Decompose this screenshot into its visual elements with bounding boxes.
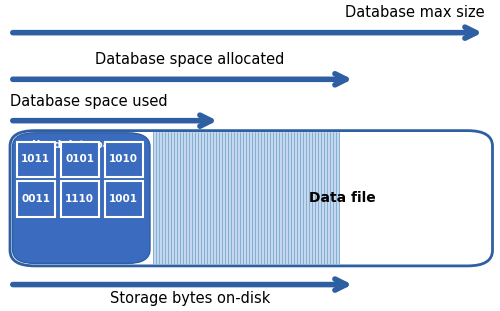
FancyBboxPatch shape [12, 133, 150, 263]
Text: 1001: 1001 [109, 194, 138, 204]
Text: Storage bytes on-disk: Storage bytes on-disk [110, 291, 270, 306]
Text: Data file: Data file [309, 191, 376, 206]
FancyBboxPatch shape [152, 132, 340, 264]
Text: Database max size: Database max size [346, 5, 485, 20]
Text: 1010: 1010 [109, 154, 138, 165]
Text: 1011: 1011 [21, 154, 50, 165]
FancyBboxPatch shape [104, 142, 142, 177]
Text: 0101: 0101 [65, 154, 94, 165]
Text: 0011: 0011 [21, 194, 50, 204]
FancyBboxPatch shape [16, 142, 54, 177]
FancyBboxPatch shape [10, 131, 492, 266]
FancyBboxPatch shape [60, 181, 98, 217]
FancyBboxPatch shape [16, 181, 54, 217]
Text: Database space used: Database space used [10, 94, 168, 109]
Text: 1110: 1110 [65, 194, 94, 204]
FancyBboxPatch shape [60, 142, 98, 177]
Text: Database space allocated: Database space allocated [96, 52, 284, 67]
Text: Used data pages: Used data pages [32, 140, 131, 150]
FancyBboxPatch shape [104, 181, 142, 217]
